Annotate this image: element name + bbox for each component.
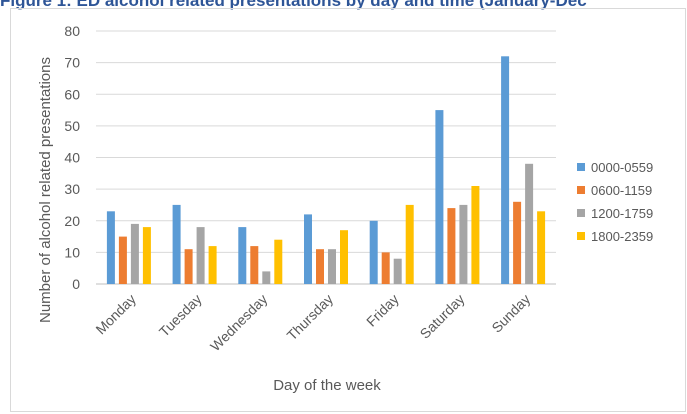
y-tick-label: 10 bbox=[64, 244, 80, 260]
legend-label: 1200-1759 bbox=[591, 206, 653, 221]
figure-title: Figure 1: ED alcohol related presentatio… bbox=[0, 0, 587, 10]
legend-label: 0000-0559 bbox=[591, 160, 653, 175]
x-axis-title: Day of the week bbox=[273, 377, 381, 394]
bar bbox=[340, 230, 348, 284]
bar bbox=[381, 252, 390, 284]
bar bbox=[501, 56, 510, 284]
y-tick-label: 70 bbox=[64, 55, 80, 71]
legend-swatch bbox=[577, 186, 585, 194]
y-tick-label: 60 bbox=[64, 86, 80, 102]
bar bbox=[106, 211, 115, 284]
x-tick-label: Thursday bbox=[284, 291, 337, 344]
y-axis-tick-labels: 0 10 20 30 40 50 60 70 80 bbox=[64, 23, 80, 292]
x-tick-label: Sunday bbox=[488, 291, 533, 336]
bar bbox=[513, 201, 522, 284]
x-tick-label: Friday bbox=[363, 291, 402, 330]
x-tick-label: Tuesday bbox=[156, 291, 205, 340]
bar bbox=[172, 204, 181, 284]
bar bbox=[537, 211, 546, 284]
bar bbox=[208, 246, 217, 284]
x-axis-tick-labels: Monday Tuesday Wednesday Thursday Friday Satu… bbox=[92, 291, 533, 354]
legend-item: 1200-1759 bbox=[577, 206, 653, 221]
legend-label: 1800-2359 bbox=[591, 229, 653, 244]
bar bbox=[262, 271, 271, 284]
y-tick-label: 20 bbox=[64, 213, 80, 229]
bar bbox=[130, 223, 139, 284]
legend: 0000-0559 0600-1159 1200-1759 1800-2359 bbox=[577, 160, 653, 244]
bars bbox=[106, 56, 546, 285]
y-tick-label: 40 bbox=[64, 150, 80, 166]
legend-swatch bbox=[577, 209, 585, 217]
bar bbox=[525, 163, 534, 284]
y-axis-title: Number of alcohol related presentations bbox=[37, 57, 54, 323]
x-tick-label: Monday bbox=[92, 291, 139, 338]
bar bbox=[118, 236, 127, 284]
bar bbox=[459, 204, 468, 284]
legend-item: 1800-2359 bbox=[577, 229, 653, 244]
bar bbox=[316, 249, 324, 284]
bar bbox=[435, 110, 444, 284]
x-tick-label: Saturday bbox=[417, 291, 468, 342]
chart-frame bbox=[10, 8, 686, 412]
gridlines bbox=[96, 30, 556, 285]
bar bbox=[393, 258, 402, 284]
bar bbox=[369, 220, 378, 285]
legend-swatch bbox=[577, 163, 585, 171]
bar bbox=[471, 186, 480, 284]
y-tick-label: 80 bbox=[64, 23, 80, 39]
bar bbox=[304, 214, 312, 284]
legend-item: 0000-0559 bbox=[577, 160, 653, 175]
y-tick-label: 0 bbox=[72, 276, 80, 292]
y-tick-label: 30 bbox=[64, 181, 80, 197]
bar bbox=[238, 227, 247, 284]
bar bbox=[250, 246, 259, 284]
y-tick-label: 50 bbox=[64, 118, 80, 134]
x-tick-label: Wednesday bbox=[207, 291, 270, 354]
bar bbox=[405, 204, 414, 284]
bar bbox=[142, 227, 151, 284]
bar bbox=[184, 249, 193, 284]
bar bbox=[328, 249, 336, 284]
legend-swatch bbox=[577, 232, 585, 240]
legend-label: 0600-1159 bbox=[591, 183, 652, 198]
legend-item: 0600-1159 bbox=[577, 183, 652, 198]
bar bbox=[447, 208, 456, 284]
bar bbox=[196, 227, 205, 284]
bar bbox=[274, 239, 283, 284]
